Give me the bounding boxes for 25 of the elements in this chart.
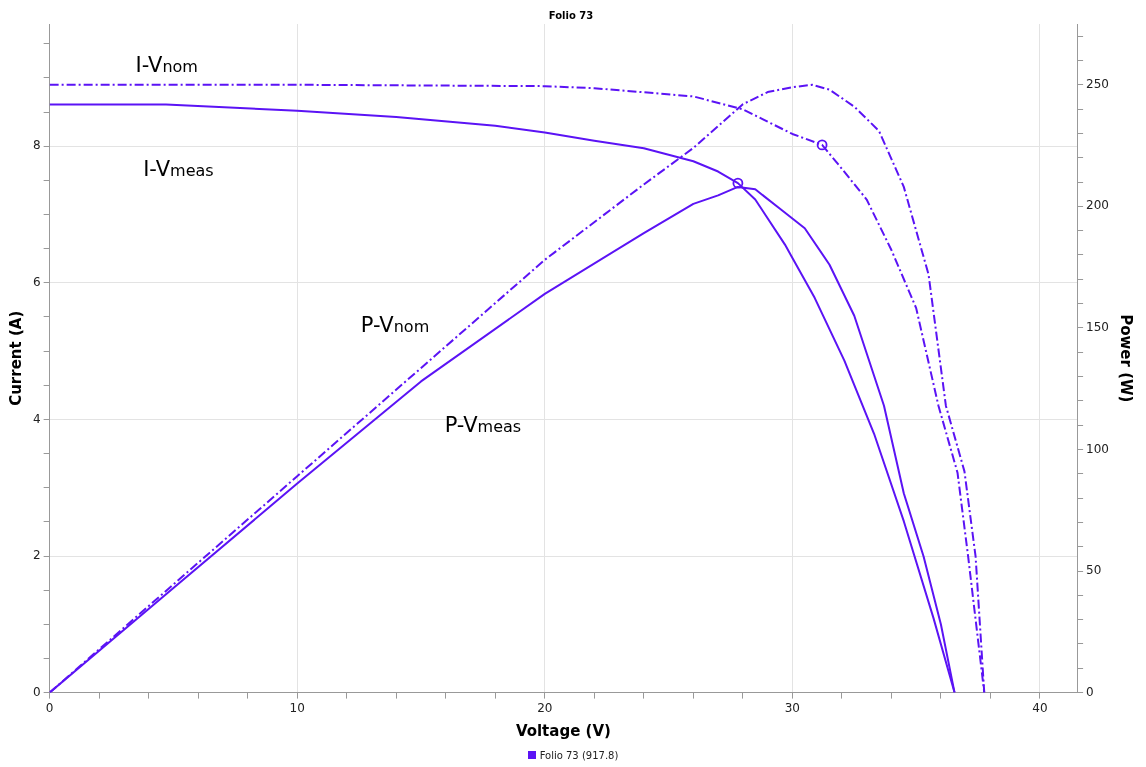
y2-tick-label: 150 <box>1086 320 1109 335</box>
series-label: I-Vnom <box>135 52 198 77</box>
x-tick-label: 10 <box>289 700 305 715</box>
y2-tick-label: 200 <box>1086 198 1109 213</box>
x-tick-label: 30 <box>784 700 801 715</box>
y2-tick-label: 100 <box>1086 441 1109 456</box>
series-label: P-Vnom <box>360 312 430 337</box>
y-tick-label: 0 <box>32 684 41 699</box>
series-label: P-Vmeas <box>444 413 522 438</box>
y-tick-label: 2 <box>32 548 41 563</box>
y-axis-title: Current (A) <box>6 310 25 406</box>
x-tick-label: 0 <box>45 700 54 715</box>
y2-tick-label: 0 <box>1086 684 1094 699</box>
x-axis-title: Voltage (V) <box>515 721 611 740</box>
y-tick-label: 4 <box>32 411 41 426</box>
y2-tick-label: 50 <box>1086 563 1102 578</box>
text: Folio 73 (917.8) <box>539 749 619 761</box>
text: I-Vmeas <box>143 157 214 182</box>
y2-tick-label: 250 <box>1086 76 1109 91</box>
y-tick-label: 8 <box>32 138 41 153</box>
y2-axis-title: Power (W) <box>1117 314 1136 403</box>
chart-title: Folio 73 <box>548 9 594 21</box>
y-tick-label: 6 <box>32 274 41 289</box>
x-tick-label: 40 <box>1032 700 1048 715</box>
x-tick-label: 20 <box>537 700 553 715</box>
